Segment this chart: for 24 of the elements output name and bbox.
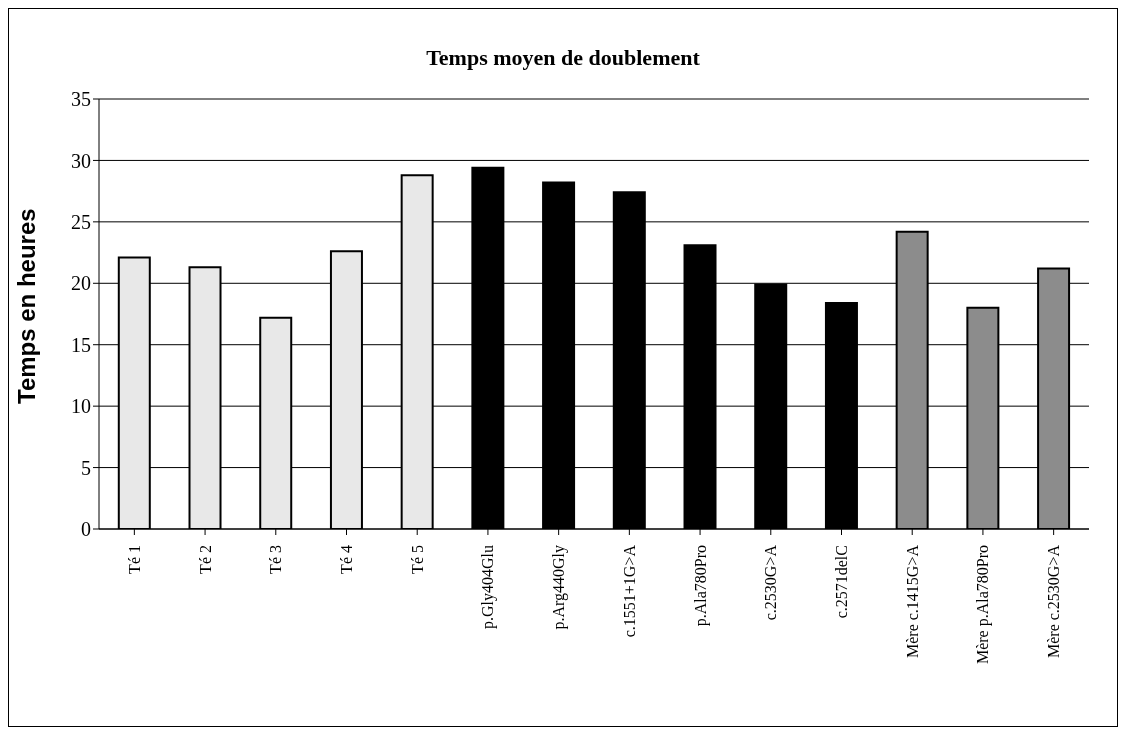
x-tick-label: Té 3 <box>267 545 285 574</box>
y-tick-label: 25 <box>71 210 91 233</box>
x-tick-label: c.2571delC <box>833 545 850 619</box>
y-tick-label: 0 <box>81 518 91 541</box>
x-tick-label: Mère c.2530G>A <box>1045 544 1063 658</box>
x-tick-label: Té 5 <box>408 545 426 574</box>
x-tick-label: Té 1 <box>125 545 143 574</box>
y-tick-label: 30 <box>71 149 91 172</box>
x-tick-label: p.Gly404Glu <box>479 545 498 629</box>
y-tick-label: 35 <box>71 88 91 111</box>
y-tick-label: 20 <box>71 272 91 295</box>
x-tick-label: c.2530G>A <box>762 544 780 621</box>
x-tick-label: p.Arg440Gly <box>550 545 569 630</box>
y-tick-label: 10 <box>71 395 91 418</box>
chart-title: Temps moyen de doublement <box>425 44 701 72</box>
x-tick-label: p.Ala780Pro <box>691 545 710 627</box>
y-tick-label: 15 <box>71 333 91 356</box>
x-tick-label: Té 2 <box>196 545 214 574</box>
x-tick-label: Mère p.Ala780Pro <box>974 545 993 665</box>
y-tick-label: 5 <box>81 456 91 479</box>
x-tick-label: Mère c.1415G>A <box>903 544 921 658</box>
y-axis-title: Temps en heures <box>12 208 40 404</box>
x-tick-label: Té 4 <box>338 545 355 574</box>
x-tick-label: c.1551+1G>A <box>620 544 638 638</box>
